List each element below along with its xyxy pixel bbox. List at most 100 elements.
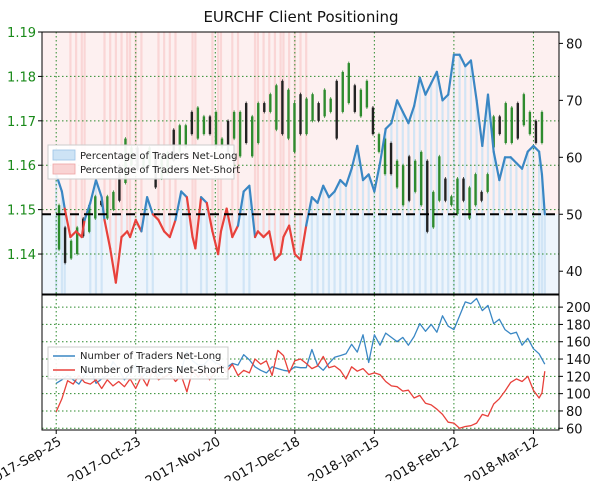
price-tick-label: 1.17 <box>7 115 36 130</box>
price-candle-body <box>516 103 520 139</box>
bottom-panel: 60 80 100 120 140 160 180 200 Number of Traders… <box>41 294 591 437</box>
bottom-panel-frame <box>41 294 560 431</box>
price-candle-body <box>118 165 121 201</box>
pct-net-long-segment <box>310 196 319 204</box>
price-candle-body <box>359 89 363 117</box>
pct-net-long-segment <box>469 59 478 102</box>
traders-tick-label: 100 <box>566 388 591 403</box>
price-candle-body <box>522 94 526 126</box>
percentage-axis-ticks: 40 50 60 70 80 <box>559 37 583 280</box>
price-candle-body <box>238 111 242 157</box>
date-tick-label: 2017-Dec-18 <box>222 434 302 481</box>
pct-net-long-segment <box>458 53 467 68</box>
price-candle-body <box>329 98 332 112</box>
price-candle-body <box>251 116 254 157</box>
pct-net-long-segment <box>447 53 455 96</box>
price-candle-body <box>480 191 483 201</box>
price-tick-label: 1.15 <box>7 204 36 219</box>
legend-label-net-long-pct: Percentage of Traders Net-Long <box>80 151 238 162</box>
date-axis-labels: 2017-Sep-25 2017-Oct-23 2017-Nov-20 2017-De… <box>0 430 541 481</box>
price-candle-body <box>438 156 441 201</box>
pct-net-long-segment <box>114 235 123 284</box>
price-candle-body <box>540 111 544 144</box>
chart-title: EURCHF Client Positioning <box>203 8 398 26</box>
pct-net-long-segment <box>157 218 166 233</box>
pct-net-long-segment <box>520 150 529 170</box>
pct-net-long-segment <box>373 161 382 193</box>
date-tick-label: 2017-Nov-20 <box>143 434 223 481</box>
pct-net-long-segment <box>305 196 313 227</box>
pct-net-long-segment <box>211 230 220 256</box>
price-tick-label: 1.16 <box>7 159 36 174</box>
top-legend: Percentage of Traders Net-Long Percentag… <box>47 144 240 180</box>
pct-net-long-segment <box>219 207 228 233</box>
date-tick-label: 2017-Sep-25 <box>0 434 64 481</box>
top-panel-frame <box>41 31 560 295</box>
price-candle-body <box>202 116 206 135</box>
price-candle-body <box>263 103 266 112</box>
price-candle-body <box>75 227 79 255</box>
pct-net-long-segment <box>526 144 535 153</box>
price-candle-body <box>257 103 260 144</box>
price-candle-body <box>504 103 507 144</box>
pct-net-long-segment <box>413 76 421 108</box>
price-candle-body <box>426 160 429 232</box>
price-candle-body <box>232 111 236 139</box>
price-candle-body <box>444 178 447 201</box>
price-candle-body <box>178 125 181 152</box>
pct-net-long-segment <box>120 230 129 239</box>
traders-net-short-line <box>55 349 546 429</box>
price-candle-body <box>88 205 91 232</box>
pct-net-long-segment <box>146 196 154 216</box>
pct-net-long-segment <box>540 173 546 216</box>
pct-net-long-segment <box>100 196 106 222</box>
percentage-tick-label: 50 <box>566 208 583 223</box>
price-candle-body <box>389 143 393 175</box>
traders-tick-label: 200 <box>566 301 591 316</box>
price-candle-body <box>395 160 399 188</box>
pct-net-long-segment <box>407 104 416 125</box>
price-candle-body <box>299 94 302 135</box>
pct-net-long-segment <box>231 224 240 239</box>
pct-net-long-segment <box>299 224 308 261</box>
percentage-net-long-line <box>55 53 546 284</box>
legend-swatch-net-short-fill <box>52 163 76 175</box>
pct-net-long-segment <box>538 150 544 176</box>
price-candle-body <box>281 80 284 135</box>
date-tick-label: 2017-Oct-23 <box>65 434 143 481</box>
pct-net-long-segment <box>339 178 348 187</box>
pct-net-long-segment <box>89 178 98 204</box>
price-candle-body <box>244 103 248 144</box>
date-tick-label: 2018-Jan-15 <box>306 434 383 481</box>
price-candle-body <box>365 80 369 108</box>
pct-net-long-segment <box>390 99 399 125</box>
price-candle-body <box>335 80 338 139</box>
pct-net-long-segment <box>83 201 92 222</box>
pct-net-long-segment <box>322 184 331 199</box>
legend-swatch-net-long-fill <box>52 149 76 161</box>
pct-net-long-segment <box>367 173 376 193</box>
price-candle-body <box>498 116 501 135</box>
pct-net-long-segment <box>384 122 393 130</box>
pct-net-long-segment <box>69 230 78 239</box>
price-candle-body <box>63 227 67 263</box>
price-candle-body <box>190 111 194 135</box>
top-panel: 1.14 1.15 1.16 1.17 1.18 1.19 40 50 60 70 80 Perc… <box>7 26 583 295</box>
price-candle-body <box>57 205 61 250</box>
pct-net-long-segment <box>316 184 325 204</box>
pct-net-long-segment <box>441 93 450 102</box>
pct-net-long-segment <box>532 144 541 153</box>
pct-net-long-segment <box>498 156 507 182</box>
pct-net-long-segment <box>236 190 245 227</box>
bottom-legend: Number of Traders Net-Long Number of Tra… <box>47 346 229 380</box>
price-tick-label: 1.14 <box>7 248 36 263</box>
price-tick-label: 1.19 <box>7 26 36 41</box>
pct-net-long-segment <box>424 82 433 96</box>
price-candle-body <box>196 107 200 139</box>
price-candle-body <box>474 174 477 206</box>
percentage-tick-label: 40 <box>566 265 583 280</box>
pct-net-long-segment <box>378 127 387 165</box>
pct-net-long-segment <box>94 178 103 199</box>
date-tick-label: 2018-Feb-12 <box>383 434 462 481</box>
